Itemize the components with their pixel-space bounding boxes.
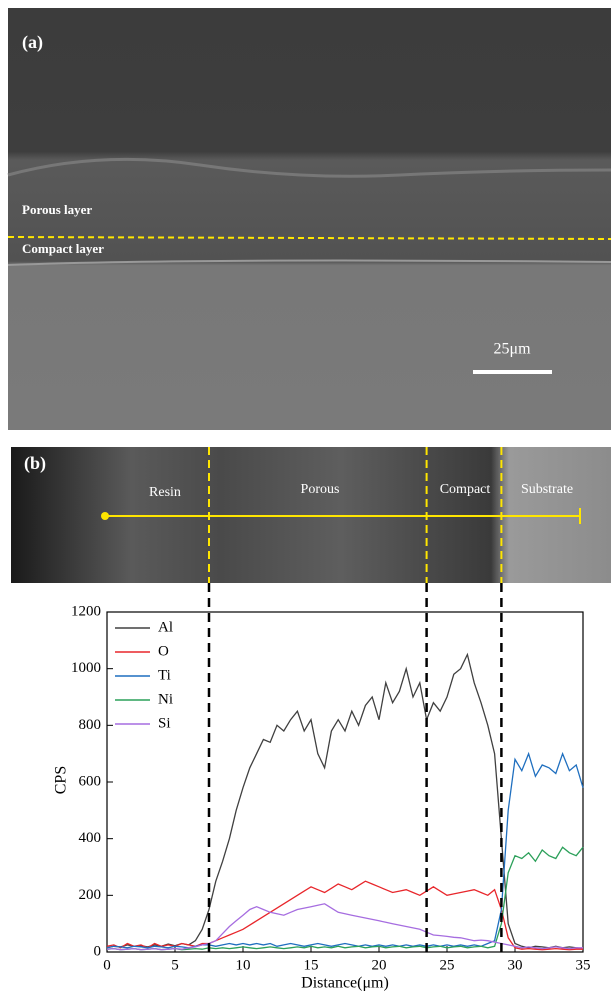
- legend-label: Si: [158, 715, 171, 731]
- x-tick-label: 20: [372, 957, 387, 973]
- legend-label: O: [158, 643, 169, 659]
- region-label: Resin: [149, 485, 181, 500]
- x-tick-label: 5: [171, 957, 179, 973]
- series-line: [107, 754, 583, 948]
- sem-image-a: [8, 8, 611, 430]
- panel-label: (b): [24, 453, 46, 474]
- porous-label: Porous layer: [22, 202, 92, 217]
- x-tick-label: 15: [304, 957, 319, 973]
- series-line: [107, 655, 583, 949]
- y-tick-label: 200: [79, 887, 102, 903]
- x-tick-label: 25: [440, 957, 455, 973]
- compact-label: Compact layer: [22, 241, 104, 256]
- y-tick-label: 600: [79, 773, 102, 789]
- region-label: Substrate: [521, 482, 573, 497]
- legend-label: Ti: [158, 667, 171, 683]
- x-tick-label: 35: [576, 957, 591, 973]
- x-tick-label: 10: [236, 957, 251, 973]
- series-line: [107, 881, 583, 950]
- x-tick-label: 0: [103, 957, 111, 973]
- y-tick-label: 1200: [71, 603, 101, 619]
- legend-label: Al: [158, 619, 173, 635]
- y-tick-label: 800: [79, 717, 102, 733]
- y-tick-label: 400: [79, 830, 102, 846]
- y-tick-label: 1000: [71, 660, 101, 676]
- y-axis-label: CPS: [53, 766, 70, 794]
- page: (a) Porous layer Compact layer 25μm (b) …: [0, 0, 611, 996]
- region-label: Compact: [440, 482, 491, 497]
- region-label: Porous: [301, 482, 340, 497]
- scale-label: 25μm: [493, 341, 531, 358]
- legend-label: Ni: [158, 691, 173, 707]
- figure: (a) Porous layer Compact layer 25μm (b) …: [0, 0, 611, 996]
- panel-label: (a): [22, 32, 43, 53]
- y-tick-label: 0: [94, 943, 102, 959]
- scan-start: [101, 512, 109, 520]
- x-axis-label: Distance(μm): [301, 975, 389, 992]
- x-tick-label: 30: [508, 957, 523, 973]
